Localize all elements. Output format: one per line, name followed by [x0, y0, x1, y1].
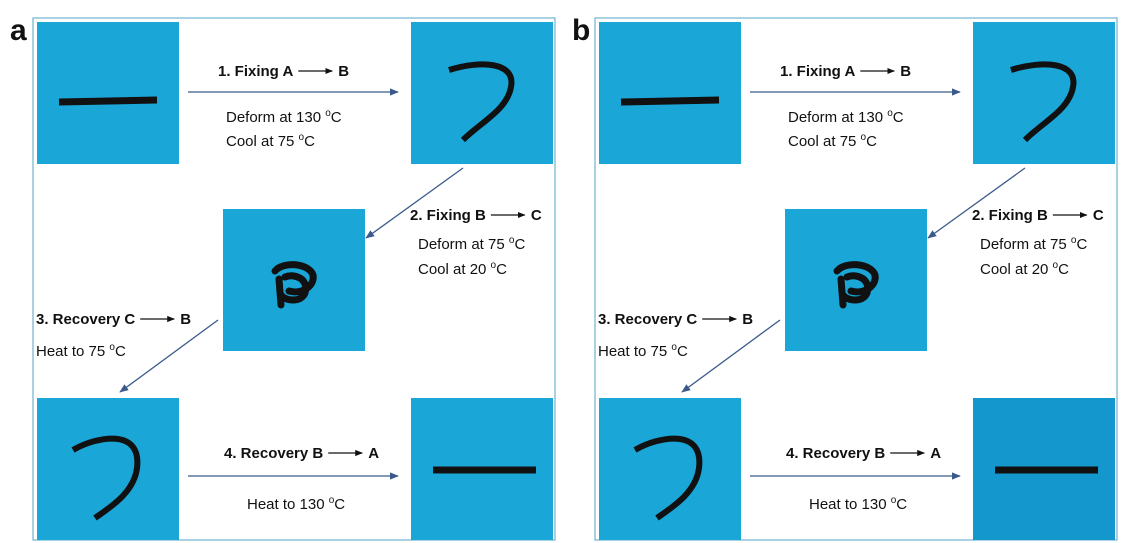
condition: Deform at 75 oC — [418, 235, 525, 253]
unit: C — [115, 343, 126, 360]
step-title: 1. Fixing A — [780, 63, 855, 80]
condition-text: Cool at 20 — [418, 261, 491, 278]
unit: C — [1076, 236, 1087, 253]
step-title: 4. Recovery B — [224, 445, 323, 462]
condition: Heat to 75 oC — [36, 342, 126, 360]
photo — [411, 398, 553, 540]
photo — [599, 398, 741, 540]
photo — [973, 398, 1115, 540]
unit: C — [677, 343, 688, 360]
photo-background — [785, 209, 927, 351]
condition: Cool at 75 oC — [788, 132, 877, 150]
photo-background — [599, 398, 741, 540]
photo — [223, 209, 365, 351]
condition-text: Heat to 75 — [598, 343, 671, 360]
condition: Heat to 130 oC — [247, 495, 345, 513]
unit: C — [866, 133, 877, 150]
condition: Heat to 130 oC — [809, 495, 907, 513]
step-title: 2. Fixing B — [410, 207, 486, 224]
condition-text: Cool at 75 — [226, 133, 299, 150]
condition: Deform at 130 oC — [788, 108, 904, 126]
step-target: B — [742, 311, 753, 328]
unit: C — [514, 236, 525, 253]
condition: Deform at 75 oC — [980, 235, 1087, 253]
panel-label: b — [572, 14, 590, 47]
step-target: C — [531, 207, 542, 224]
step-target: B — [900, 63, 911, 80]
photo — [599, 22, 741, 164]
step-target: B — [338, 63, 349, 80]
panel-label: a — [10, 14, 27, 47]
condition-text: Cool at 75 — [788, 133, 861, 150]
unit: C — [1058, 261, 1069, 278]
strip — [621, 100, 719, 102]
condition-text: Heat to 130 — [247, 496, 329, 513]
step-title: 2. Fixing B — [972, 207, 1048, 224]
condition: Heat to 75 oC — [598, 342, 688, 360]
condition: Cool at 20 oC — [980, 260, 1069, 278]
condition-text: Heat to 75 — [36, 343, 109, 360]
condition-text: Cool at 20 — [980, 261, 1053, 278]
photo-background — [599, 22, 741, 164]
condition: Deform at 130 oC — [226, 108, 342, 126]
condition: Cool at 75 oC — [226, 132, 315, 150]
step-title: 3. Recovery C — [598, 311, 697, 328]
step-title: 4. Recovery B — [786, 445, 885, 462]
condition-text: Deform at 75 — [980, 236, 1071, 253]
step-target: A — [930, 445, 941, 462]
step-target: A — [368, 445, 379, 462]
condition-text: Deform at 130 — [226, 109, 325, 126]
photo — [37, 22, 179, 164]
unit: C — [304, 133, 315, 150]
unit: C — [896, 496, 907, 513]
photo-background — [37, 398, 179, 540]
photo-background — [973, 22, 1115, 164]
condition-text: Deform at 130 — [788, 109, 887, 126]
photo-background — [411, 22, 553, 164]
unit: C — [334, 496, 345, 513]
photo — [37, 398, 179, 540]
condition: Cool at 20 oC — [418, 260, 507, 278]
photo-background — [37, 22, 179, 164]
step-arrow — [682, 320, 780, 392]
unit: C — [331, 109, 342, 126]
condition-text: Deform at 75 — [418, 236, 509, 253]
unit: C — [496, 261, 507, 278]
photo — [785, 209, 927, 351]
strip — [59, 100, 157, 102]
step-arrow — [366, 168, 463, 238]
step-arrow — [120, 320, 218, 392]
photo — [973, 22, 1115, 164]
step-arrow — [928, 168, 1025, 238]
figure: a 1. Fixing A B Deform at 130 oC Cool at 75 … — [0, 0, 1123, 543]
step-title: 1. Fixing A — [218, 63, 293, 80]
step-target: B — [180, 311, 191, 328]
step-title: 3. Recovery C — [36, 311, 135, 328]
step-target: C — [1093, 207, 1104, 224]
unit: C — [893, 109, 904, 126]
condition-text: Heat to 130 — [809, 496, 891, 513]
photo-background — [223, 209, 365, 351]
photo — [411, 22, 553, 164]
